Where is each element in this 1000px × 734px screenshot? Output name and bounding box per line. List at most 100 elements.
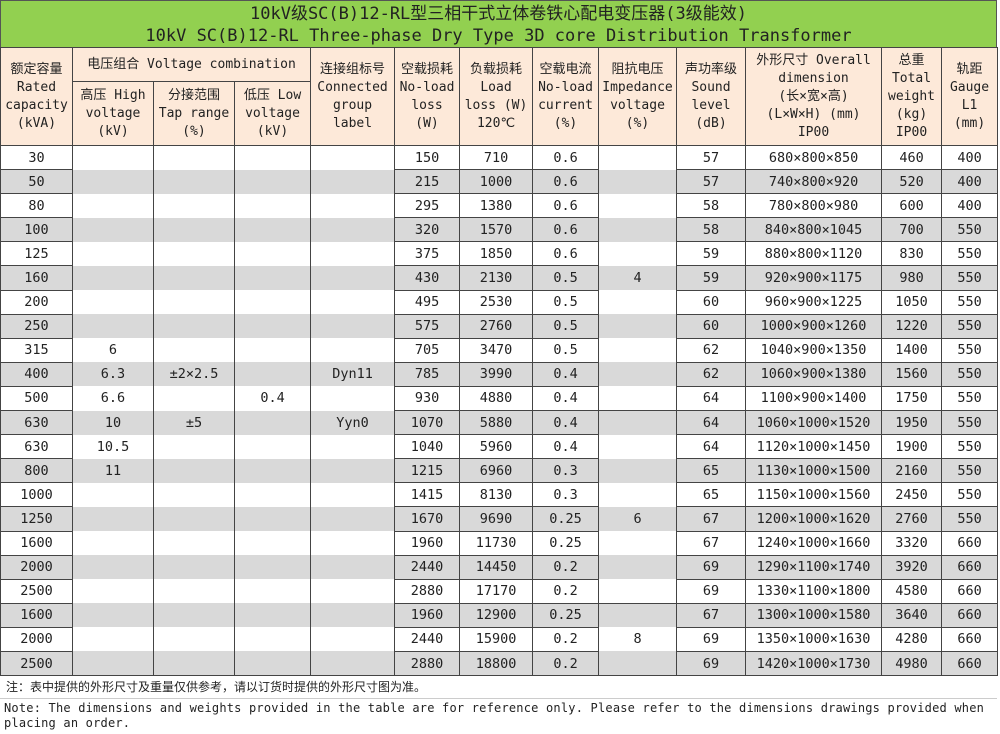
cell-hv (72, 506, 154, 531)
cell-gauge: 550 (941, 458, 999, 483)
cell-current: 0.2 (532, 626, 600, 652)
cell-gauge: 550 (941, 313, 999, 339)
cell-current: 0.6 (532, 241, 600, 266)
cell-lv (233, 169, 312, 194)
cell-current: 0.4 (532, 410, 600, 435)
cell-current: 0.4 (532, 385, 600, 411)
cell-sound: 64 (676, 385, 747, 411)
header-tap: 分接范围 Tap range (%) (153, 81, 235, 146)
cell-weight: 4980 (881, 650, 943, 677)
cell-sound: 59 (676, 241, 747, 266)
cell-dim: 1040×900×1350 (745, 337, 883, 363)
cell-load: 2130 (459, 265, 534, 291)
header-lv-line: voltage (245, 105, 300, 121)
cell-hv (72, 531, 154, 556)
cell-capacity: 100 (0, 217, 73, 242)
cell-current: 0.25 (532, 602, 600, 628)
table-row: 800 11 1215 6960 0.3 65 1130×1000×1500 2160 550 (0, 458, 999, 483)
cell-noload: 2440 (394, 554, 461, 580)
cell-sound: 65 (676, 458, 747, 483)
cell-load: 12900 (459, 602, 534, 628)
table-row: 315 6 705 3470 0.5 62 1040×900×1350 1400 550 (0, 337, 999, 363)
note-cn: 注：表中提供的外形尺寸及重量仅供参考，请以订货时提供的外形尺寸图为准。 (0, 676, 997, 700)
header-impedance-line: voltage (610, 97, 665, 113)
cell-current: 0.6 (532, 217, 600, 242)
cell-impedance (598, 579, 678, 604)
cell-weight: 3640 (881, 602, 943, 628)
cell-tap (153, 386, 235, 411)
cell-hv (72, 651, 154, 677)
header-current-line: (%) (553, 115, 578, 131)
cell-sound: 69 (676, 554, 747, 580)
cell-group (310, 386, 396, 411)
cell-dim: 920×900×1175 (745, 265, 883, 291)
cell-load: 6960 (459, 458, 534, 483)
cell-impedance (598, 217, 678, 242)
header-load-line: loss (W) (464, 97, 528, 113)
cell-noload: 785 (394, 361, 461, 387)
table-row: 125 375 1850 0.6 59 880×800×1120 830 550 (0, 241, 999, 266)
header-sound-line: Sound (691, 79, 731, 95)
cell-impedance (598, 144, 678, 170)
cell-dim: 780×800×980 (745, 193, 883, 218)
cell-gauge: 660 (941, 602, 999, 628)
cell-dim: 1060×900×1380 (745, 361, 883, 387)
cell-weight: 2160 (881, 458, 943, 483)
cell-lv (233, 531, 312, 556)
cell-sound: 58 (676, 217, 747, 242)
cell-tap: ±2×2.5 (153, 362, 235, 387)
header-impedance-line: (%) (625, 115, 650, 131)
cell-group: Dyn11 (310, 362, 396, 387)
cell-tap: ±5 (153, 410, 235, 435)
cell-weight: 460 (881, 144, 943, 170)
header-hv-line: voltage (85, 105, 141, 121)
table-row: 400 6.3 ±2×2.5 Dyn11 785 3990 0.4 62 1060×900×13… (0, 361, 999, 387)
cell-current: 0.2 (532, 578, 600, 604)
header-impedance: 阻抗电压 Impedance voltage (%) (598, 47, 678, 146)
cell-sound: 67 (676, 602, 747, 628)
header-capacity: 额定容量 Rated capacity (kVA) (0, 47, 73, 146)
cell-tap (153, 531, 235, 556)
cell-weight: 1050 (881, 289, 943, 315)
cell-lv (233, 603, 312, 628)
cell-lv (233, 579, 312, 604)
cell-noload: 575 (394, 313, 461, 339)
cell-gauge: 660 (941, 626, 999, 652)
header-noload-line: loss (411, 97, 443, 113)
cell-group (310, 169, 396, 194)
cell-gauge: 550 (941, 217, 999, 242)
cell-weight: 2450 (881, 482, 943, 507)
cell-tap (153, 169, 235, 194)
table-row: 50 215 1000 0.6 57 740×800×920 520 400 (0, 169, 999, 194)
cell-weight: 1560 (881, 361, 943, 387)
cell-lv (233, 338, 312, 363)
cell-load: 14450 (459, 554, 534, 580)
cell-load: 18800 (459, 650, 534, 677)
table-row: 2500 2880 18800 0.2 69 1420×1000×1730 4980 660 (0, 650, 999, 677)
cell-group (310, 434, 396, 459)
cell-lv (233, 241, 312, 266)
cell-impedance (598, 314, 678, 339)
table-row: 1600 1960 11730 0.25 67 1240×1000×1660 3320 660 (0, 530, 999, 556)
cell-load: 5880 (459, 410, 534, 435)
cell-tap (153, 555, 235, 580)
cell-dim: 1240×1000×1660 (745, 530, 883, 556)
cell-impedance (598, 241, 678, 266)
cell-gauge: 660 (941, 578, 999, 604)
table-row: 1000 1415 8130 0.3 65 1150×1000×1560 2450 550 (0, 482, 999, 507)
header-lv-line: 低压 Low (243, 87, 302, 103)
cell-load: 2760 (459, 313, 534, 339)
cell-sound: 67 (676, 506, 747, 531)
cell-gauge: 660 (941, 650, 999, 677)
cell-sound: 57 (676, 169, 747, 194)
header-tap-line: Tap range (158, 105, 230, 121)
cell-capacity: 2500 (0, 650, 73, 677)
header-group-line: Connected (317, 79, 388, 95)
cell-current: 0.5 (532, 289, 600, 315)
cell-gauge: 660 (941, 530, 999, 556)
title-banner: 10kV级SC(B)12-RL型三相干式立体卷铁心配电变压器(3级能效) 10k… (0, 0, 997, 47)
cell-group (310, 241, 396, 266)
cell-capacity: 630 (0, 410, 73, 435)
cell-impedance (598, 193, 678, 218)
cell-gauge: 550 (941, 385, 999, 411)
